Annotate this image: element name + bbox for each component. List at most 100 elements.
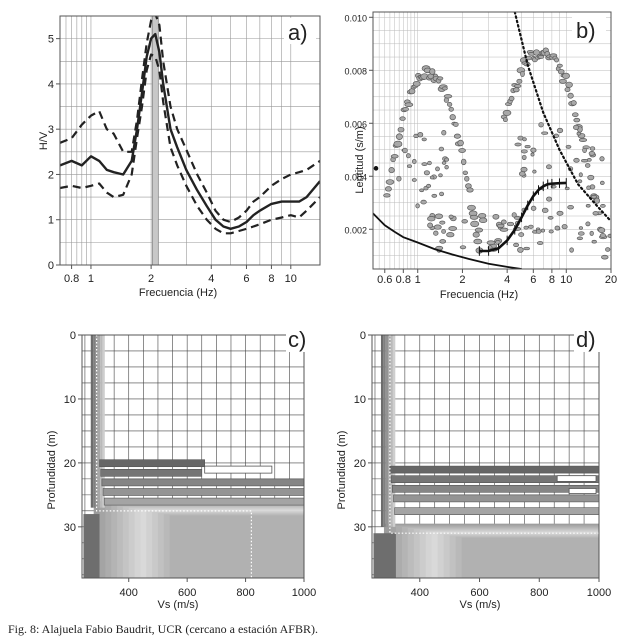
y-tick-label: 5 [48,34,54,46]
fk-energy-blob [536,241,544,246]
fk-energy-blob [496,223,505,228]
x-tick-label: 6 [243,273,249,285]
fk-energy-blob [548,229,554,234]
fk-energy-blob [556,210,564,216]
fk-energy-blob [530,152,535,157]
fk-energy-blob [426,183,432,188]
fk-energy-blob [427,215,436,222]
x-tick-label: 1 [415,274,421,286]
fk-energy-blob [516,78,523,84]
fk-energy-blob [600,204,606,208]
shallow-layer-band [383,335,386,527]
fk-energy-blob [518,232,525,237]
fk-energy-blob [478,217,488,224]
fk-energy-blob [589,230,594,236]
fk-energy-blob [517,247,524,253]
panel-b-x-ticks: 0.6 0.8 1 2 4 6 8 10 20 [377,269,617,286]
marker-point [373,166,379,171]
halfspace-model-band [461,537,599,578]
fk-energy-blob [532,169,537,174]
fk-energy-blob [388,167,395,174]
fk-energy-blob [446,232,455,238]
panel-c-ylabel: Profundidad (m) [46,431,58,510]
halfspace-model-band [169,515,304,578]
panel-d-label: d) [576,327,596,352]
fk-energy-blob [577,231,585,236]
panel-c-xlabel: Vs (m/s) [158,599,199,611]
fk-energy-blob [578,138,588,142]
fk-energy-blob [554,225,561,231]
shallow-layer-band [95,335,98,508]
x-tick-label: 1000 [292,587,316,599]
fk-energy-blob [434,213,443,220]
fk-energy-blob [419,188,425,193]
panel-b-dispersion: 0.6 0.8 1 2 4 6 8 10 20 0.002 0.004 0.006 0.008 0.01… [344,11,617,301]
fk-energy-blob [546,164,552,170]
fk-energy-blob [438,173,443,178]
fk-energy-blob [541,207,549,214]
panel-c-label: c) [288,327,306,352]
panel-c-vs-profile: 400 600 800 1000 0 10 20 30 Vs (m/s) Profundid… [46,326,316,611]
fk-energy-blob [582,145,590,150]
panel-b-frame [372,11,612,270]
fk-energy-blob [396,175,402,182]
panel-b-y-ticks: 0.002 0.004 0.006 0.008 0.010 [344,13,373,235]
panel-a-xlabel: Frecuencia (Hz) [139,287,217,299]
fk-energy-blob [469,214,479,220]
fk-energy-blob [470,220,480,228]
fk-energy-blob [508,95,515,102]
fk-energy-blob [435,166,440,172]
x-tick-label: 800 [236,587,254,599]
fk-energy-blob [578,172,583,178]
panel-b-xlabel: Frecuencia (Hz) [440,289,518,301]
fk-energy-blob [511,212,517,218]
dispersion-curve [479,181,567,253]
fk-energy-blob [573,157,580,163]
fk-energy-blob [421,162,428,166]
fk-energy-blob [584,163,591,168]
fk-energy-blob [520,70,525,77]
fk-energy-blob [457,139,464,147]
fk-energy-blob [448,106,454,112]
y-tick-label: 20 [354,458,366,470]
fk-energy-blob [467,204,476,211]
y-tick-label: 20 [64,458,76,470]
panel-b-ylabel: Lentitud (s/m) [354,126,366,193]
panel-d-frame [371,334,600,579]
fk-energy-blob [585,221,591,227]
fk-energy-blob [473,238,483,245]
interface-band [389,465,599,474]
fk-energy-blob [530,147,537,153]
shallow-layer-band [390,335,393,527]
fk-energy-blob [404,102,414,107]
fk-energy-blob [599,180,605,186]
interface-band [204,465,273,474]
fk-energy-blob [444,157,450,162]
x-tick-label: 20 [605,274,617,286]
fk-energy-blob [395,133,403,140]
fk-energy-blob [397,126,405,133]
y-tick-label: 1 [48,215,54,227]
y-tick-label: 0 [70,330,76,342]
fk-energy-blob [402,147,408,154]
fk-energy-blob [556,63,563,68]
fk-energy-blob [523,225,529,230]
fk-energy-blob [421,137,427,142]
fk-energy-blob [431,193,438,198]
x-tick-label: 400 [120,587,138,599]
fk-energy-blob [464,176,470,182]
fk-energy-blob [589,146,596,151]
fk-energy-blob [528,224,534,229]
fk-energy-blob [569,247,574,253]
fk-energy-blob [502,109,512,116]
x-tick-label: 0.8 [64,273,79,285]
fk-energy-blob [540,228,546,233]
fk-energy-blob [591,239,597,244]
fk-energy-blob [478,212,487,219]
panel-c-y-ticks: 0 10 20 30 [64,330,82,534]
fk-energy-blob [407,164,412,168]
panel-b-grid [372,12,612,269]
fk-energy-blob [587,174,595,181]
fk-energy-blob [562,72,570,80]
shallow-layer-band [97,335,101,508]
